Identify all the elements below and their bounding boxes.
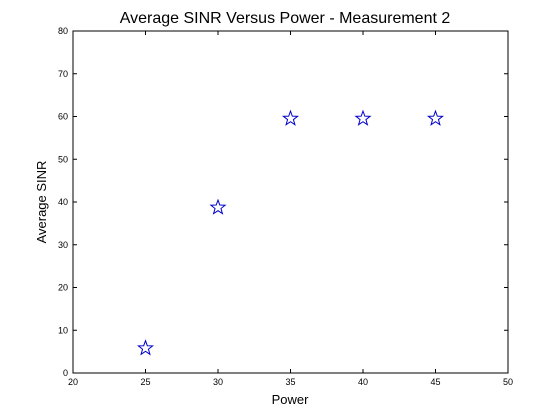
x-tick-label: 25 bbox=[140, 377, 150, 387]
y-tick-label: 60 bbox=[58, 112, 68, 122]
y-tick-label: 20 bbox=[58, 283, 68, 293]
axis-ticks: 20 25 30 35 40 45 50 0 10 20 30 40 50 60 70 80 bbox=[58, 26, 513, 387]
y-tick-label: 0 bbox=[63, 368, 68, 378]
plot-area bbox=[72, 30, 509, 374]
y-tick-label: 70 bbox=[58, 69, 68, 79]
y-tick-label: 10 bbox=[58, 325, 68, 335]
x-tick-label: 45 bbox=[430, 377, 440, 387]
x-tick-label: 30 bbox=[213, 377, 223, 387]
data-point-star bbox=[136, 339, 155, 356]
x-tick-label: 20 bbox=[68, 377, 78, 387]
data-points bbox=[136, 109, 445, 356]
y-tick-label: 80 bbox=[58, 26, 68, 36]
x-tick-label: 35 bbox=[285, 377, 295, 387]
y-tick-label: 50 bbox=[58, 154, 68, 164]
data-point-star bbox=[426, 109, 445, 126]
x-tick-label: 40 bbox=[358, 377, 368, 387]
x-tick-label: 50 bbox=[503, 377, 513, 387]
chart-title: Average SINR Versus Power - Measurement … bbox=[120, 10, 451, 27]
data-point-star bbox=[209, 198, 227, 215]
data-point-star bbox=[281, 109, 300, 126]
data-point-star bbox=[354, 109, 372, 126]
y-tick-label: 30 bbox=[58, 240, 68, 250]
y-axis-label: Average SINR bbox=[34, 161, 49, 244]
x-axis-label: Power bbox=[272, 392, 310, 407]
y-tick-label: 40 bbox=[58, 197, 68, 207]
